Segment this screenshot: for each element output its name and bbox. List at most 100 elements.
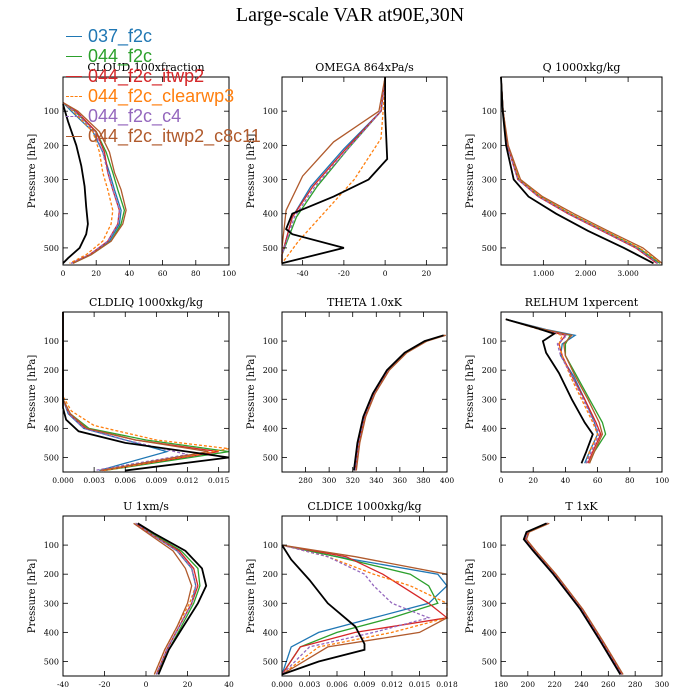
legend-entry: 044_f2c xyxy=(66,46,261,66)
series-line-6 xyxy=(62,104,89,264)
panel-title: RELHUM 1xpercent xyxy=(525,296,639,309)
y-tick-label: 400 xyxy=(263,210,278,219)
y-tick-label: 300 xyxy=(482,395,497,404)
y-tick-label: 500 xyxy=(44,657,59,666)
y-axis-label: Pressure [hPa] xyxy=(27,355,38,430)
series-line-5 xyxy=(355,334,446,471)
series-line-6 xyxy=(281,544,366,676)
y-tick-label: 400 xyxy=(263,628,278,637)
panel-title: U 1xm/s xyxy=(123,500,169,513)
series-line-6 xyxy=(62,312,230,472)
panel-title: CLOUD 100xfraction xyxy=(87,61,204,74)
y-tick-label: 500 xyxy=(263,244,278,253)
y-tick-label: 100 xyxy=(263,107,278,116)
x-tick-label: 380 xyxy=(416,476,431,485)
series-line-5 xyxy=(525,522,624,675)
y-axis-label: Pressure [hPa] xyxy=(246,559,257,634)
y-tick-label: 400 xyxy=(482,628,497,637)
y-tick-label: 200 xyxy=(263,366,278,375)
plot-frame xyxy=(281,311,448,473)
legend-entry: 044_f2c_c4 xyxy=(66,106,261,126)
series-line-4 xyxy=(62,102,121,264)
x-tick-label: 0.012 xyxy=(177,476,199,485)
panel-7: CLDICE 1000xkg/kg 0.000 0.003 0.006 0.009 0.0… xyxy=(246,500,458,689)
x-tick-label: 0 xyxy=(61,269,66,278)
y-tick-label: 500 xyxy=(44,244,59,253)
x-tick-label: 180 xyxy=(494,680,509,689)
legend-swatch xyxy=(66,95,82,97)
y-tick-label: 400 xyxy=(482,424,497,433)
y-tick-label: 200 xyxy=(44,570,59,579)
series-line-6 xyxy=(522,522,622,675)
series-line-3 xyxy=(500,76,662,264)
series-line-1 xyxy=(62,312,230,472)
y-tick-label: 300 xyxy=(44,395,59,404)
x-tick-label: 1.000 xyxy=(533,269,555,278)
x-tick-label: 20 xyxy=(91,269,101,278)
y-tick-label: 200 xyxy=(482,366,497,375)
x-tick-label: 280 xyxy=(298,476,313,485)
series-line-5 xyxy=(505,318,604,464)
legend-label: 044_f2c_itwp2_c8c11 xyxy=(88,125,261,146)
x-tick-label: 0.003 xyxy=(299,680,321,689)
x-tick-label: -20 xyxy=(338,269,350,278)
x-tick-label: 80 xyxy=(625,476,635,485)
x-tick-label: 0.018 xyxy=(436,680,458,689)
legend-swatch xyxy=(66,135,82,137)
x-tick-label: 2.000 xyxy=(575,269,597,278)
x-tick-label: 60 xyxy=(158,269,168,278)
y-tick-label: 300 xyxy=(263,599,278,608)
series-line-4 xyxy=(505,318,600,464)
series-line-4 xyxy=(281,544,431,675)
x-tick-label: 280 xyxy=(628,680,643,689)
legend: 037_f2c 044_f2c 044_f2c_itwp2 044_f2c_clear… xyxy=(66,26,261,146)
figure-title: Large-scale VAR at90E,30N xyxy=(235,4,465,26)
y-tick-label: 200 xyxy=(44,141,59,150)
panel-4: THETA 1.0xK 280 300 320 340 360 380 400 100 200 30… xyxy=(246,296,454,485)
plot-frame xyxy=(281,76,448,266)
x-tick-label: 0.006 xyxy=(115,476,137,485)
series-line-6 xyxy=(500,76,654,265)
plot-frame xyxy=(500,311,663,473)
y-tick-label: 500 xyxy=(263,657,278,666)
panel-5: RELHUM 1xpercent 0 20 40 60 80 100 100 200 300 400… xyxy=(465,296,669,485)
x-tick-label: -40 xyxy=(57,680,69,689)
x-tick-label: 3.000 xyxy=(617,269,639,278)
y-axis-label: Pressure [hPa] xyxy=(246,134,257,209)
panel-title: Q 1000xkg/kg xyxy=(543,61,621,74)
legend-swatch xyxy=(66,35,82,37)
series-line-6 xyxy=(137,522,208,675)
panel-title: CLDLIQ 1000xkg/kg xyxy=(89,296,203,309)
y-tick-label: 200 xyxy=(482,141,497,150)
x-tick-label: 40 xyxy=(224,680,234,689)
series-line-2 xyxy=(505,318,602,464)
legend-label: 044_f2c xyxy=(88,45,153,66)
legend-label: 044_f2c_c4 xyxy=(88,105,182,126)
x-tick-label: 0.006 xyxy=(326,680,348,689)
y-axis-label: Pressure [hPa] xyxy=(27,134,38,209)
x-tick-label: 0.009 xyxy=(354,680,376,689)
x-tick-label: 0.015 xyxy=(208,476,230,485)
legend-swatch xyxy=(66,55,82,57)
plot-frame xyxy=(500,76,663,266)
y-tick-label: 300 xyxy=(482,176,497,185)
y-tick-label: 300 xyxy=(263,395,278,404)
y-tick-label: 400 xyxy=(44,210,59,219)
x-tick-label: 220 xyxy=(548,680,563,689)
y-tick-label: 400 xyxy=(263,424,278,433)
series-line-4 xyxy=(524,522,623,675)
panel-0: CLOUD 100xfraction 0 20 40 60 80 100 100 200 300 4… xyxy=(27,61,236,278)
y-tick-label: 100 xyxy=(263,337,278,346)
panel-title: OMEGA 864xPa/s xyxy=(315,61,414,74)
y-tick-label: 400 xyxy=(44,424,59,433)
x-tick-label: 100 xyxy=(655,476,670,485)
y-tick-label: 200 xyxy=(263,141,278,150)
y-tick-label: 400 xyxy=(482,210,497,219)
y-axis-label: Pressure [hPa] xyxy=(465,134,476,209)
y-tick-label: 400 xyxy=(44,628,59,637)
x-tick-label: 100 xyxy=(222,269,237,278)
panel-title: THETA 1.0xK xyxy=(327,296,403,309)
x-tick-label: 360 xyxy=(393,476,408,485)
y-tick-label: 200 xyxy=(263,570,278,579)
